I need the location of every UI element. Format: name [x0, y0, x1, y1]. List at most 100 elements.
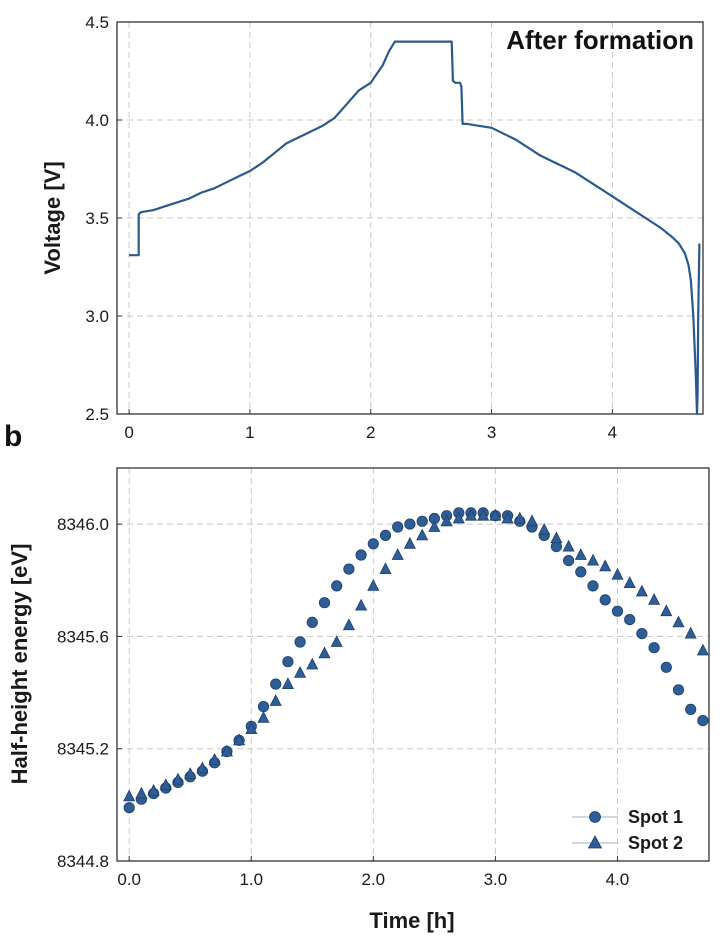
spot1-point-36: [562, 554, 575, 567]
spot2-point-46: [684, 626, 697, 639]
spot1-point-24: [416, 515, 428, 527]
spot2-point-0: [123, 789, 136, 802]
spot1-point-14: [294, 636, 306, 648]
spot2-point-19: [355, 598, 368, 611]
spot2-point-7: [208, 753, 221, 765]
spot1-point-20: [367, 538, 379, 550]
legend-label-spot1: Spot 1: [628, 807, 683, 827]
chart-title: After formation: [506, 25, 694, 55]
spot1-point-22: [392, 521, 404, 533]
spot2-point-5: [184, 767, 197, 779]
energy-xtick-label-0: 0.0: [117, 870, 141, 889]
spot1-point-39: [599, 594, 611, 606]
spot1-point-43: [648, 642, 660, 654]
spot1-point-17: [331, 580, 343, 592]
spot1-point-40: [611, 605, 624, 617]
energy-xtick-label-2: 2.0: [362, 870, 386, 889]
spot2-point-41: [623, 576, 636, 588]
spot1-point-47: [697, 714, 709, 727]
spot2-point-18: [342, 618, 355, 631]
time-axis-label: Time [h]: [369, 908, 454, 933]
spot2-point-13: [281, 677, 294, 689]
spot1-point-38: [587, 580, 599, 592]
spot2-point-29: [477, 508, 490, 521]
spot1-point-0: [123, 802, 135, 814]
voltage-line: [129, 40, 701, 416]
spot2-point-33: [525, 514, 539, 527]
spot2-point-10: [245, 722, 258, 734]
voltage-axis-label: Voltage [V]: [40, 161, 65, 274]
legend-label-spot2: Spot 2: [628, 833, 683, 853]
spot2-point-2: [147, 783, 160, 796]
spot2-point-39: [599, 559, 612, 572]
spot2-point-23: [403, 536, 416, 549]
energy-ticks: 0.0 1.0 2.0 3.0 4.0 8344.8 8345.2 8345.6 8346.0: [57, 515, 629, 889]
spot2-point-36: [562, 539, 575, 552]
spot2-point-26: [440, 514, 453, 527]
spot1-point-44: [660, 661, 672, 673]
spot2-point-22: [391, 548, 404, 560]
spot2-point-40: [611, 567, 624, 580]
energy-xtick-label-1: 1.0: [239, 870, 263, 889]
spot1-point-13: [282, 656, 294, 668]
voltage-chart: 0 1 2 3 4 2.5 3.0 3.5 4.0 4.5 After formation Vol…: [40, 13, 704, 442]
energy-ytick-label-3: 8346.0: [57, 515, 109, 534]
panel-label-b: b: [4, 420, 22, 453]
spot1-point-19: [355, 549, 367, 561]
voltage-xtick-label-1: 1: [245, 423, 254, 442]
spot2-point-38: [586, 553, 600, 566]
spot2-point-1: [135, 786, 148, 799]
legend: Spot 1 Spot 2: [572, 807, 683, 853]
voltage-ticks: 0 1 2 3 4 2.5 3.0 3.5 4.0 4.5: [85, 13, 617, 442]
spot2-point-16: [318, 646, 331, 659]
spot2-point-6: [196, 761, 209, 774]
energy-ytick-label-0: 8344.8: [57, 852, 109, 871]
spot1-point-46: [685, 703, 697, 716]
spot2-point-34: [538, 522, 551, 535]
spot2-point-15: [306, 657, 319, 670]
spot2-point-25: [428, 520, 441, 532]
spot1-point-37: [575, 566, 587, 578]
spot2-point-35: [550, 531, 563, 544]
spot2-point-11: [257, 710, 270, 723]
spot2-point-28: [464, 508, 478, 521]
spot1-point-18: [343, 563, 355, 575]
energy-points: [123, 507, 709, 814]
energy-chart: 0.0 1.0 2.0 3.0 4.08344.88345.28345.68346.0 …: [7, 467, 710, 933]
spot1-point-16: [318, 597, 331, 609]
spot1-point-15: [306, 616, 318, 629]
spot2-point-9: [233, 733, 246, 746]
voltage-xtick-label-0: 0: [124, 423, 133, 442]
spot1-point-21: [379, 529, 392, 542]
voltage-ytick-label-2: 3.5: [85, 209, 109, 228]
spot1-point-11: [257, 700, 270, 713]
spot2-point-21: [379, 562, 392, 574]
voltage-xtick-label-2: 2: [366, 423, 375, 442]
spot2-point-43: [648, 593, 661, 605]
voltage-ytick-label-3: 4.0: [85, 111, 109, 130]
spot2-point-45: [672, 615, 685, 628]
spot1-point-41: [624, 613, 636, 626]
energy-plot-frame: [116, 467, 710, 862]
legend-marker-spot2: [587, 835, 603, 849]
spot2-point-14: [294, 666, 307, 678]
spot2-point-3: [159, 778, 172, 791]
spot2-point-42: [635, 584, 648, 597]
voltage-ytick-label-1: 3.0: [85, 307, 109, 326]
spot1-point-23: [404, 518, 416, 530]
voltage-grid: [117, 21, 703, 415]
legend-marker-spot1: [589, 811, 601, 823]
voltage-ytick-label-0: 2.5: [85, 405, 109, 424]
spot2-point-4: [171, 772, 185, 785]
spot2-point-44: [660, 604, 673, 617]
spot2-point-27: [452, 511, 465, 524]
voltage-xtick-label-3: 3: [487, 423, 496, 442]
spot2-point-32: [513, 511, 526, 524]
spot2-point-20: [367, 579, 380, 591]
spot2-point-8: [220, 744, 233, 757]
spot2-point-24: [416, 528, 429, 541]
voltage-xtick-label-4: 4: [608, 423, 617, 442]
spot1-point-12: [270, 678, 282, 690]
spot1-point-42: [636, 627, 648, 640]
